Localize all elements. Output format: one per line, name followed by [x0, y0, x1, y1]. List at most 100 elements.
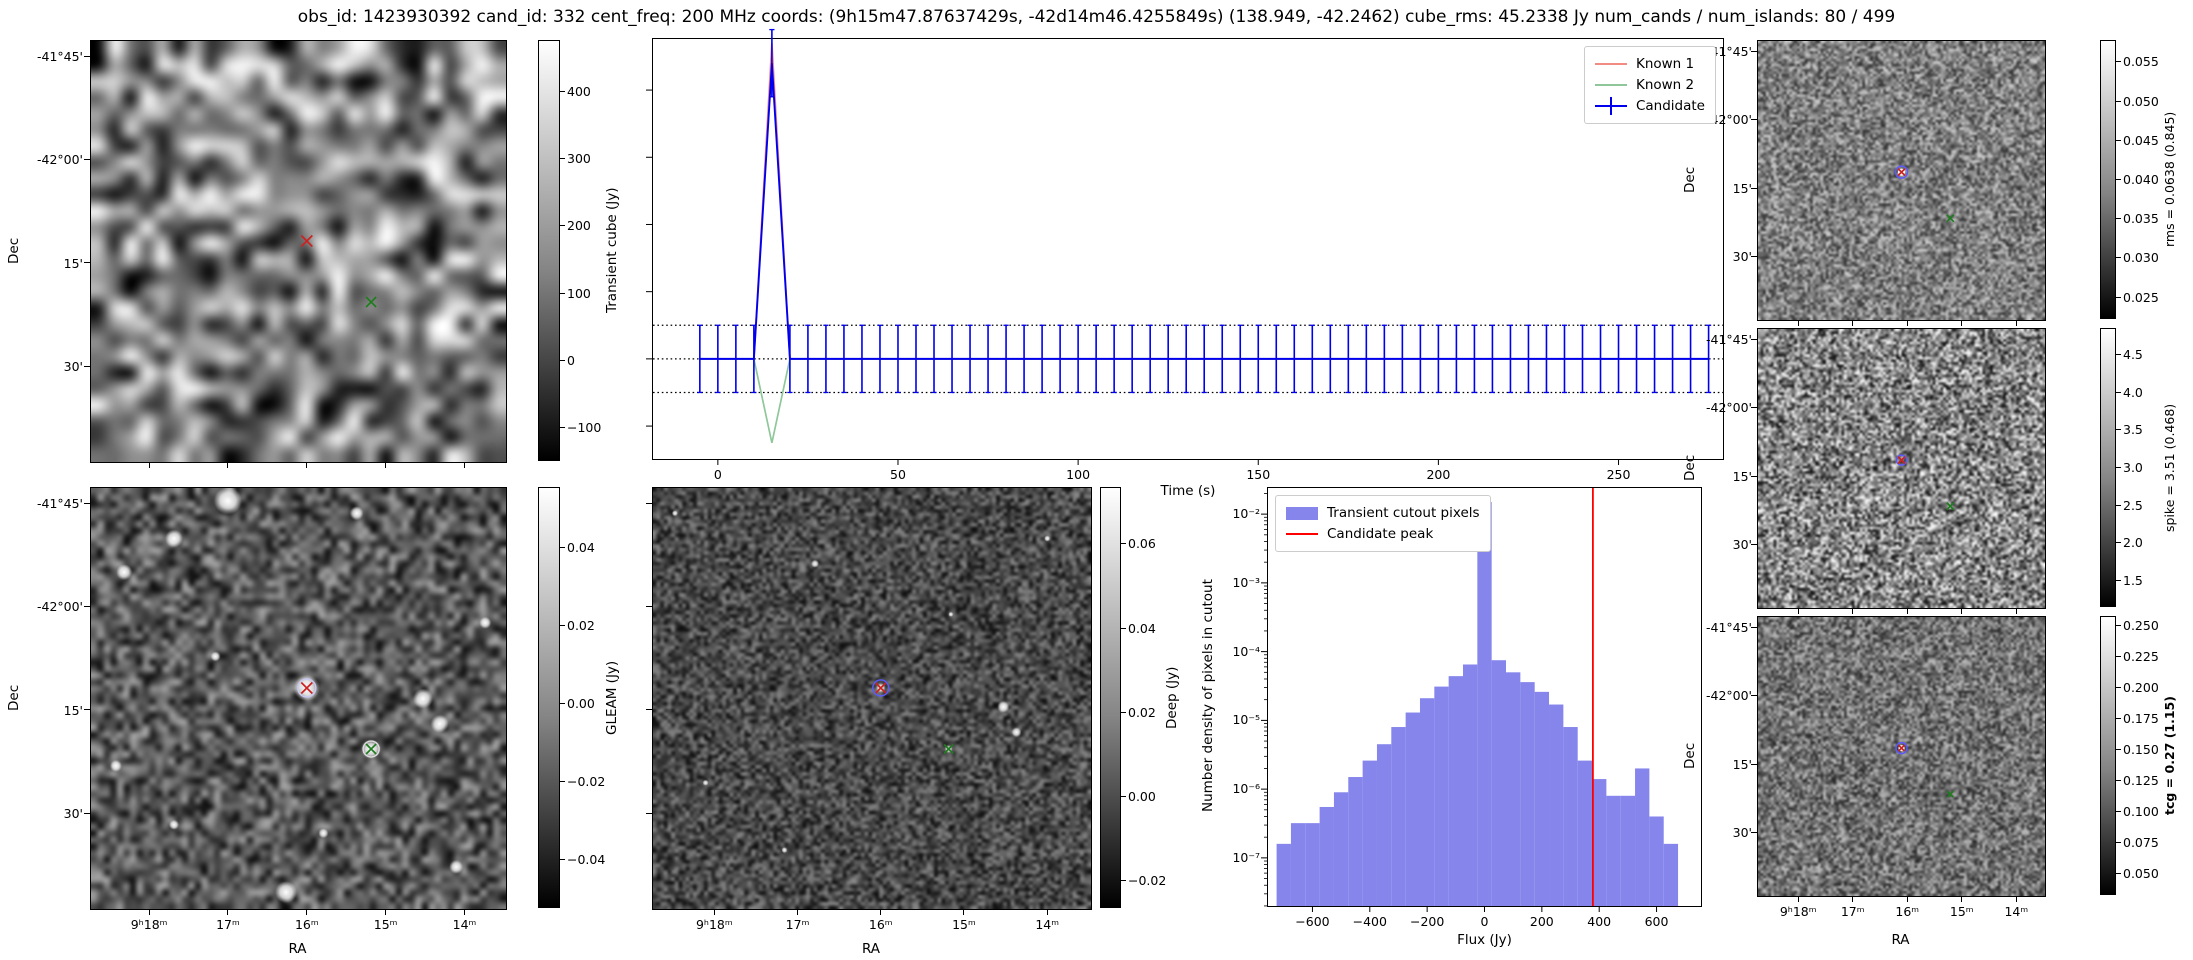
histogram-bar	[1391, 727, 1406, 906]
x-tick-label: 200	[1529, 914, 1554, 929]
ra-tick	[1852, 320, 1854, 326]
y-tick-label: 10⁻⁷	[1232, 849, 1260, 865]
colorbar-tick	[560, 360, 565, 362]
ra-tick	[963, 909, 965, 915]
marker-x	[1897, 168, 1906, 177]
dec-tick	[1751, 406, 1757, 408]
tcg-colorbar-label: tcg = 0.27 (1.15)	[2162, 696, 2177, 815]
histogram-bar	[1606, 795, 1621, 906]
dec-tick	[84, 365, 90, 367]
transient-colorbar-label: Transient cube (Jy)	[604, 187, 620, 314]
marker-ring	[297, 678, 317, 698]
ra-tick	[1906, 896, 1908, 902]
colorbar-tick-label: 0.06	[1128, 536, 1156, 552]
dec-tick-label: 15'	[1732, 469, 1752, 485]
dec-tick-label: 30'	[63, 359, 83, 374]
marker-x	[300, 681, 313, 695]
colorbar-tick	[2116, 296, 2121, 298]
x-tick-label: 600	[1644, 914, 1669, 929]
legend-entry-known2: Known 2	[1594, 76, 1705, 94]
legend-entry-peak: Candidate peak	[1286, 525, 1480, 543]
legend-label: Transient cutout pixels	[1327, 505, 1480, 521]
rms-markers	[1894, 165, 1955, 223]
marker-ring	[1895, 741, 1908, 755]
marker-x	[943, 743, 954, 755]
dec-tick-label: -42°00'	[36, 599, 83, 615]
dec-tick	[646, 812, 652, 814]
histogram-bar	[1319, 806, 1334, 906]
colorbar-tick	[2116, 842, 2121, 844]
colorbar-gradient	[2100, 40, 2116, 319]
spike-image	[1758, 329, 2045, 608]
colorbar-tick	[2116, 780, 2121, 782]
colorbar-tick	[560, 546, 565, 548]
ra-tick	[1906, 320, 1908, 326]
gleam-image-panel: -41°45' -42°00' 15' 30' 9ʰ18ᵐ 17ᵐ 16ᵐ 15ᵐ 14ᵐ	[37, 487, 507, 932]
dec-tick	[1751, 475, 1757, 477]
ra-tick	[1852, 896, 1854, 902]
flux-axis-label: Flux (Jy)	[1457, 932, 1512, 948]
dec-tick	[84, 158, 90, 160]
colorbar-tick-label: 0.00	[567, 695, 595, 711]
histogram-bar	[1376, 744, 1392, 906]
ra-tick	[464, 462, 465, 468]
ra-tick	[306, 909, 308, 915]
ra-tick	[2015, 608, 2017, 614]
ra-tick	[227, 462, 229, 468]
histogram-bar	[1549, 704, 1564, 906]
colorbar-tick	[2116, 811, 2121, 813]
tcg-markers	[1895, 741, 1954, 798]
colorbar-tick-label: 0.040	[2123, 172, 2159, 187]
ra-tick-label: 16ᵐ	[868, 917, 893, 932]
rms-image-panel: -41°45' -42°00' 15' 30'	[1706, 40, 2046, 326]
dec-tick	[84, 812, 90, 814]
colorbar-tick-label: 0.025	[2123, 289, 2159, 305]
histogram-bar	[1649, 816, 1664, 906]
ra-tick	[713, 909, 715, 915]
ra-tick-label: 15ᵐ	[952, 917, 976, 932]
histogram-bar	[1462, 664, 1478, 906]
dec-tick-label: -41°45'	[36, 49, 83, 65]
spike-image-panel: -41°45' -42°00' 15' 30'	[1706, 328, 2046, 614]
y-tick-label: 10⁻²	[1232, 506, 1260, 522]
figure-title: obs_id: 1423930392 cand_id: 332 cent_fre…	[297, 7, 1896, 27]
ra-axis-label: RA	[1891, 932, 1910, 948]
colorbar-tick-label: 3.0	[2123, 460, 2143, 475]
lightcurve-legend: Known 1 Known 2 Candidate	[1583, 46, 1716, 124]
colorbar-gradient	[2100, 616, 2116, 895]
ra-tick	[1852, 608, 1854, 614]
ra-tick	[1961, 608, 1963, 614]
ra-tick-label: 15ᵐ	[1949, 904, 1974, 919]
gleam-image	[91, 488, 506, 909]
dec-tick-label: 15'	[1732, 757, 1752, 773]
time-axis-label: Time (s)	[1160, 483, 1216, 499]
dec-axis-label: Dec	[6, 237, 22, 264]
ra-tick	[2015, 320, 2017, 326]
colorbar-tick	[2116, 467, 2121, 468]
ra-tick-label: 17ᵐ	[785, 917, 810, 932]
rms-colorbar-label: rms = 0.0638 (0.845)	[2162, 111, 2177, 248]
colorbar-tick-label: 0.035	[2123, 211, 2159, 227]
ra-tick	[1797, 608, 1799, 614]
series-line-candidate	[699, 63, 1709, 360]
colorbar-tick-label: 0.225	[2123, 649, 2159, 665]
spike-colorbar: 4.5 4.0 3.5 3.0 2.5 2.0 1.5	[2100, 328, 2143, 607]
histogram-y-axis-label: Number density of pixels in cutout	[1200, 579, 1216, 813]
gleam-markers	[297, 678, 380, 758]
colorbar-tick	[1121, 880, 1126, 882]
lightcurve-chart	[646, 28, 1723, 465]
ra-tick	[1961, 896, 1963, 902]
dec-tick	[1751, 543, 1757, 545]
colorbar-tick-label: 300	[567, 151, 591, 167]
x-tick-label: 0	[713, 467, 722, 482]
ra-tick-label: 14ᵐ	[2004, 904, 2029, 919]
dec-tick-label: 15'	[63, 255, 83, 271]
dec-tick-label: 30'	[1732, 825, 1752, 841]
spike-colorbar-label: spike = 3.51 (0.468)	[2162, 403, 2177, 532]
dec-tick-label: 15'	[1732, 181, 1752, 197]
dec-tick	[1751, 187, 1757, 189]
y-tick-label: 10⁻⁵	[1232, 712, 1260, 728]
ra-tick	[227, 909, 229, 915]
dec-tick-label: 30'	[1732, 537, 1752, 553]
